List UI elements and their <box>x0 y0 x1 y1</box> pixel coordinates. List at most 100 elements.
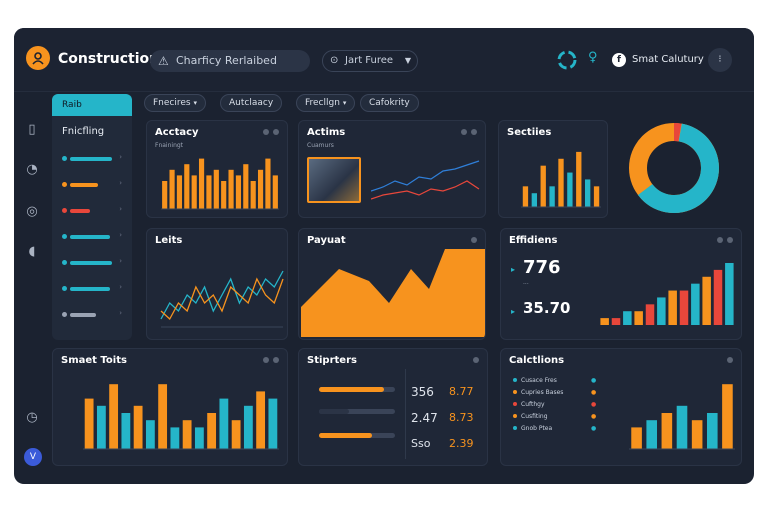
filter-chip-1[interactable]: Fnecires ▾ <box>144 94 206 112</box>
chart-bar <box>567 172 573 207</box>
avatar[interactable]: f <box>612 53 626 67</box>
nav-item[interactable]: › <box>62 153 122 162</box>
warning-icon: ⚠ <box>158 54 169 68</box>
actions-card: Actims Cuamurs <box>298 120 486 218</box>
nav-bar <box>70 235 110 239</box>
card-menu-icon[interactable] <box>727 357 733 363</box>
nav-bar <box>70 287 110 291</box>
user-icon[interactable]: ♀ <box>588 50 598 65</box>
chart-bar <box>121 413 131 449</box>
chart-bar <box>531 193 537 207</box>
profile-icon[interactable]: V <box>24 448 42 466</box>
nav-dot <box>62 156 67 161</box>
settings-icon[interactable]: ◎ <box>26 204 38 219</box>
nav-item[interactable]: › <box>62 179 122 188</box>
chart-bar <box>109 384 119 449</box>
legend-label: Cusace Fres <box>521 377 557 384</box>
legend-marker: ● <box>591 413 597 420</box>
signer-left-1: 356 <box>411 385 434 399</box>
legend-marker: ● <box>591 389 597 396</box>
legend-dot <box>513 426 517 430</box>
legend-item: Gnob Ptea ● <box>513 425 596 432</box>
donut-chart <box>629 123 719 213</box>
filter-chip-2[interactable]: Autclaacy <box>220 94 283 112</box>
chart-bar <box>691 420 703 449</box>
accuracy-card: Acctacy Fnainingt <box>146 120 288 218</box>
sync-icon[interactable] <box>556 49 578 71</box>
legend-label: Cufthgy <box>521 401 545 408</box>
chart-bar <box>272 175 278 209</box>
nav-item[interactable]: › <box>62 205 122 214</box>
globe-icon: ⊙ <box>330 55 339 66</box>
chart-bar <box>219 398 229 449</box>
clipboard-icon[interactable]: ▯ <box>28 122 36 137</box>
chart-bar <box>235 175 242 209</box>
filter-chip-3[interactable]: Frecllgn ▾ <box>296 94 356 112</box>
accuracy-chart <box>161 158 279 210</box>
sections-card: Sectiies <box>498 120 608 218</box>
card-title: Calctlions <box>509 355 565 366</box>
card-title: Payuat <box>307 235 346 246</box>
nav-dot <box>62 234 67 239</box>
legend-dot <box>513 414 517 418</box>
legend-item: Cusfiting ● <box>513 413 596 420</box>
nav-title: Fnicfling <box>62 126 105 137</box>
chart-bar <box>706 413 718 449</box>
legend-marker: ● <box>591 377 597 384</box>
chart-bar <box>228 169 234 209</box>
collections-card: Calctlions Cusace Fres ● Cupries Bases ● Cuf… <box>500 348 742 466</box>
payout-area-chart <box>301 249 485 337</box>
nav-item[interactable]: › <box>62 309 122 318</box>
gauge-icon[interactable]: ◔ <box>26 162 38 177</box>
line-series <box>160 277 284 321</box>
nav-bar <box>70 261 112 265</box>
chart-bar <box>676 405 688 449</box>
chart-bar <box>96 405 106 449</box>
card-title: Stiprters <box>307 355 357 366</box>
card-title: Sectiies <box>507 127 552 138</box>
chart-bar <box>540 165 546 207</box>
card-menu-icon[interactable] <box>717 237 733 243</box>
efficiency-value-2: 35.70 <box>523 299 571 317</box>
chart-bar <box>725 263 734 325</box>
chart-bar <box>84 398 94 449</box>
view-select[interactable]: ⊙ Jart Furee ▼ <box>322 50 418 72</box>
filter-chip-4[interactable]: Cafokrity <box>360 94 419 112</box>
clock-icon[interactable]: ◷ <box>26 410 38 425</box>
chart-bar <box>182 420 192 449</box>
more-icon[interactable]: ⁝ <box>708 48 732 72</box>
chevron-right-icon: › <box>119 257 122 265</box>
nav-item[interactable]: › <box>62 283 122 292</box>
tab-raib[interactable]: Raib <box>52 94 132 116</box>
chart-bar <box>243 164 249 209</box>
line-series-red <box>371 180 480 200</box>
card-menu-icon[interactable] <box>471 237 477 243</box>
chevron-right-icon: › <box>119 179 122 187</box>
bag-icon[interactable]: ◖ <box>28 244 36 259</box>
card-subtitle: Cuamurs <box>307 142 334 149</box>
user-name[interactable]: Smat Calutury <box>632 54 704 65</box>
nav-dot <box>62 260 67 265</box>
chart-bar <box>256 391 266 449</box>
app-logo-icon <box>26 46 50 70</box>
card-menu-icon[interactable] <box>263 129 279 135</box>
legend-dot <box>513 378 517 382</box>
chevron-right-icon: › <box>119 283 122 291</box>
chart-bar <box>243 405 253 449</box>
nav-dot <box>62 286 67 291</box>
card-menu-icon[interactable] <box>473 357 479 363</box>
search-input[interactable]: ⚠ Charficy Rerlaibed <box>150 50 310 72</box>
card-menu-icon[interactable] <box>461 129 477 135</box>
legend-item: Cusace Fres ● <box>513 377 596 384</box>
site-photo <box>307 157 361 203</box>
card-menu-icon[interactable] <box>263 357 279 363</box>
nav-item[interactable]: › <box>62 257 122 266</box>
chart-bar <box>176 175 183 209</box>
area-fill <box>301 249 485 337</box>
nav-item[interactable]: › <box>62 231 122 240</box>
chart-bar <box>265 158 271 209</box>
signer-left-2: 2.47 <box>411 411 438 425</box>
legend-item: Cupries Bases ● <box>513 389 596 396</box>
chevron-right-icon: › <box>119 231 122 239</box>
chart-bar <box>691 283 700 325</box>
